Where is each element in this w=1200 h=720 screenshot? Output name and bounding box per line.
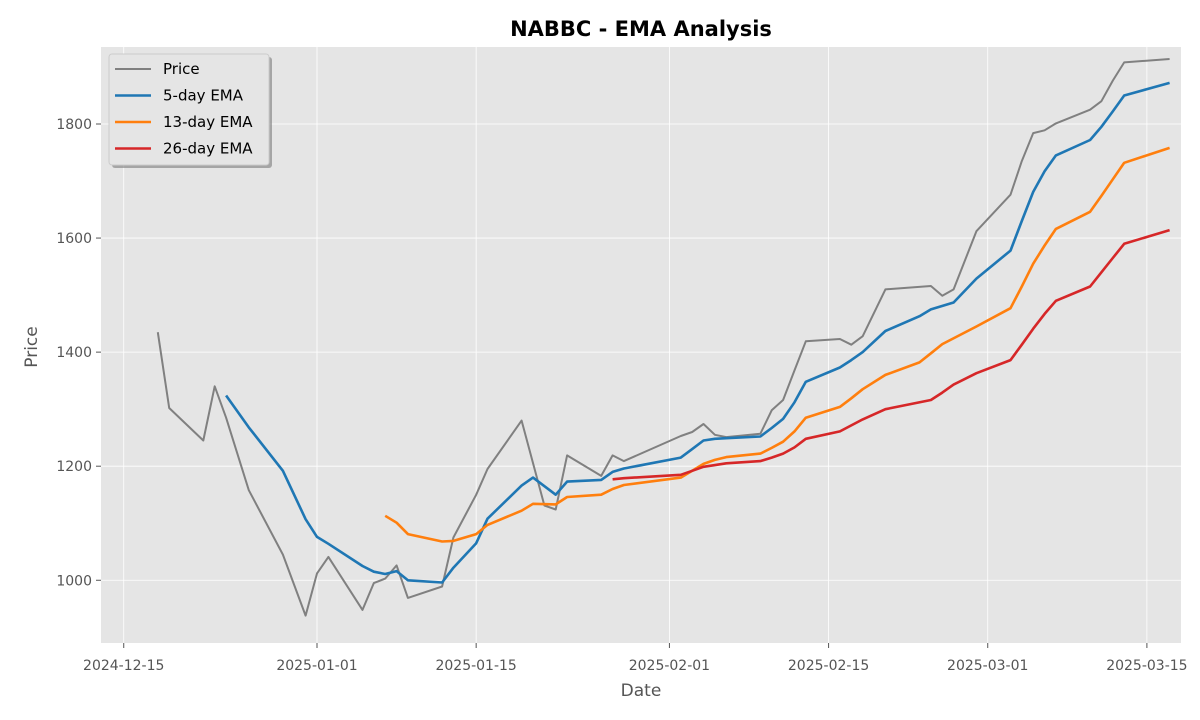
y-tick-label: 1800	[56, 117, 92, 133]
series-line-price	[156, 58, 1170, 617]
x-tick-label: 2025-01-15	[435, 658, 516, 674]
series-lines	[156, 58, 1171, 617]
y-axis-label: Price	[22, 326, 42, 367]
series-line-13-day-ema	[384, 146, 1171, 543]
legend-label: Price	[163, 60, 200, 78]
y-tick-label: 1400	[56, 345, 92, 361]
x-tick-label: 2025-03-01	[947, 658, 1028, 674]
x-tick-label: 2025-02-01	[629, 658, 710, 674]
x-tick-label: 2025-01-01	[276, 658, 357, 674]
legend-box	[108, 53, 270, 166]
series-line-5-day-ema	[225, 81, 1170, 584]
y-tick-label: 1200	[56, 459, 92, 475]
chart-title: NABBC - EMA Analysis	[510, 17, 772, 41]
plot-area	[101, 47, 1181, 643]
legend: Price 5-day EMA 13-day EMA 26-day EMA	[108, 53, 272, 168]
x-tick-label: 2025-03-15	[1106, 658, 1187, 674]
legend-label: 26-day EMA	[163, 140, 253, 158]
x-tick-label: 2025-02-15	[788, 658, 869, 674]
y-tick-label: 1000	[56, 573, 92, 589]
series-line-26-day-ema	[612, 228, 1170, 481]
grid-lines	[101, 47, 1181, 643]
y-axis-ticks: 1000 1200 1400 1600 1800	[56, 117, 101, 589]
x-axis-ticks: 2024-12-15 2025-01-01 2025-01-15 2025-02-01…	[83, 643, 1188, 674]
legend-label: 5-day EMA	[163, 87, 244, 105]
legend-label: 13-day EMA	[163, 113, 253, 131]
y-tick-label: 1600	[56, 231, 92, 247]
x-axis-label: Date	[621, 681, 662, 701]
x-tick-label: 2024-12-15	[83, 658, 164, 674]
